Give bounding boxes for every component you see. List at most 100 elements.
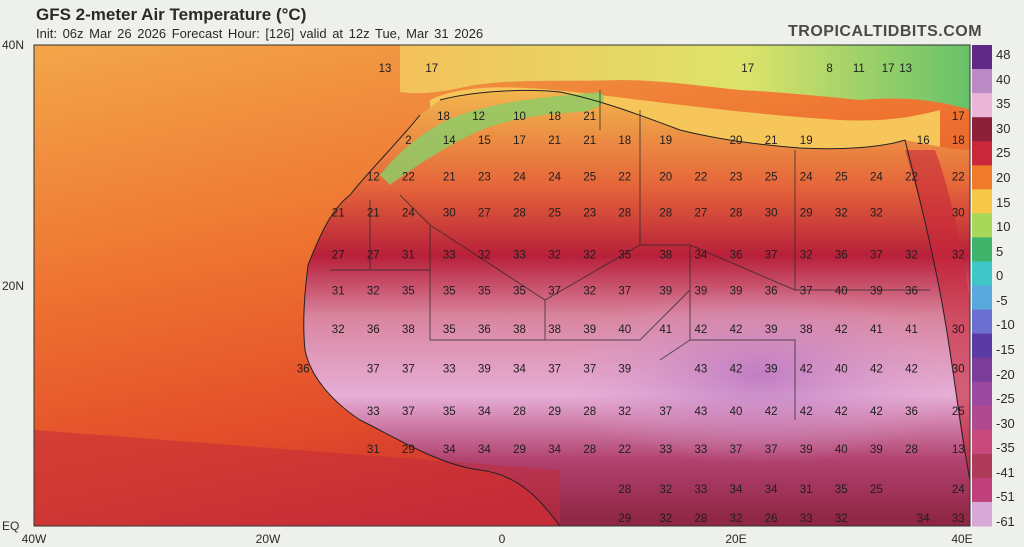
- temperature-label: 41: [870, 324, 883, 336]
- temperature-label: 39: [695, 286, 708, 298]
- temperature-label: 17: [425, 63, 438, 75]
- colorbar-label: -5: [996, 292, 1008, 308]
- temperature-label: 35: [478, 286, 491, 298]
- lon-label-0: 0: [498, 532, 506, 546]
- colorbar-segment: [972, 237, 992, 262]
- temperature-label: 15: [478, 135, 491, 147]
- temperature-label: 34: [695, 249, 708, 261]
- colorbar-label: 0: [996, 268, 1004, 284]
- temperature-label: 32: [478, 249, 491, 261]
- temperature-label: 37: [583, 364, 596, 376]
- temperature-label: 32: [659, 484, 672, 496]
- temperature-label: 19: [659, 135, 672, 147]
- colorbar-label: 20: [996, 169, 1011, 185]
- temperature-label: 37: [870, 249, 883, 261]
- colorbar-label: -41: [996, 464, 1015, 480]
- temperature-label: 37: [659, 406, 672, 418]
- colorbar-label: 48: [996, 47, 1011, 62]
- temperature-label: 32: [835, 513, 848, 525]
- temperature-label: 37: [548, 364, 561, 376]
- temperature-label: 17: [882, 63, 895, 75]
- colorbar-label: -35: [996, 440, 1015, 456]
- temperature-label: 36: [367, 324, 380, 336]
- temperature-label: 36: [905, 286, 918, 298]
- temperature-label: 31: [367, 444, 380, 456]
- temperature-label: 33: [800, 513, 813, 525]
- temperature-label: 35: [835, 484, 848, 496]
- temperature-label: 27: [367, 249, 380, 261]
- temperature-label: 18: [437, 111, 450, 123]
- colorbar-label: -25: [996, 391, 1015, 407]
- colorbar-segment: [972, 189, 992, 214]
- temperature-label: 41: [905, 324, 918, 336]
- temperature-label: 37: [367, 364, 380, 376]
- temperature-label: 14: [443, 135, 456, 147]
- forecast-info: Init: 06z Mar 26 2026 Forecast Hour: [12…: [36, 26, 484, 41]
- temperature-label: 36: [905, 406, 918, 418]
- temperature-label: 39: [765, 364, 778, 376]
- temperature-label: 36: [835, 249, 848, 261]
- temperature-label: 12: [472, 111, 485, 123]
- temperature-label: 38: [800, 324, 813, 336]
- temperature-label: 23: [730, 171, 743, 183]
- temperature-label: 39: [765, 324, 778, 336]
- colorbar-segment: [972, 429, 992, 455]
- temperature-label: 32: [952, 249, 965, 261]
- colorbar-label: 5: [996, 243, 1004, 259]
- colorbar-label: -10: [996, 317, 1015, 333]
- colorbar-segment: [972, 141, 992, 166]
- temperature-label: 32: [367, 286, 380, 298]
- temperature-label: 22: [618, 444, 631, 456]
- colorbar-segment: [972, 453, 992, 479]
- temperature-label: 42: [695, 324, 708, 336]
- lat-label-40n: 40N: [2, 38, 25, 52]
- temperature-label: 32: [835, 207, 848, 219]
- colorbar-segment: [972, 477, 992, 503]
- red-sea-region: [905, 150, 970, 480]
- temperature-label: 32: [583, 249, 596, 261]
- colorbar-segment: [972, 333, 992, 359]
- temperature-label: 22: [618, 171, 631, 183]
- temperature-label: 18: [548, 111, 561, 123]
- temperature-label: 35: [513, 286, 526, 298]
- temperature-label: 13: [952, 444, 965, 456]
- temperature-label: 34: [917, 513, 930, 525]
- temperature-label: 24: [952, 484, 965, 496]
- colorbar-segment: [972, 381, 992, 407]
- temperature-label: 42: [905, 364, 918, 376]
- temperature-label: 21: [367, 207, 380, 219]
- colorbar: [972, 45, 992, 527]
- heat-core: [560, 285, 960, 465]
- temperature-label: 33: [659, 444, 672, 456]
- temperature-label: 39: [870, 286, 883, 298]
- temperature-label: 32: [332, 324, 345, 336]
- colorbar-label: 40: [996, 71, 1011, 87]
- temperature-label: 22: [952, 171, 965, 183]
- temperature-label: 43: [695, 406, 708, 418]
- colorbar-segment: [972, 501, 992, 527]
- temperature-label: 42: [870, 406, 883, 418]
- temperature-label: 34: [513, 364, 526, 376]
- temperature-label: 35: [402, 286, 415, 298]
- temperature-label: 31: [800, 484, 813, 496]
- temperature-label: 28: [730, 207, 743, 219]
- colorbar-segment: [972, 309, 992, 335]
- country-borders: [330, 90, 930, 420]
- temperature-label: 21: [765, 135, 778, 147]
- temperature-label: 40: [835, 444, 848, 456]
- colorbar-label: 10: [996, 219, 1011, 235]
- temperature-label: 33: [367, 406, 380, 418]
- temperature-label: 36: [478, 324, 491, 336]
- temperature-label: 28: [618, 207, 631, 219]
- temperature-label: 24: [513, 171, 526, 183]
- temperature-label: 35: [443, 406, 456, 418]
- temperature-label: 27: [695, 207, 708, 219]
- lon-label-40w: 40W: [21, 532, 47, 546]
- gulf-of-guinea: [34, 430, 560, 526]
- temperature-label: 42: [800, 364, 813, 376]
- colorbar-segment: [972, 261, 992, 287]
- temperature-label: 21: [583, 135, 596, 147]
- temperature-label: 32: [870, 207, 883, 219]
- temperature-label: 42: [765, 406, 778, 418]
- africa-coastline: [303, 89, 971, 527]
